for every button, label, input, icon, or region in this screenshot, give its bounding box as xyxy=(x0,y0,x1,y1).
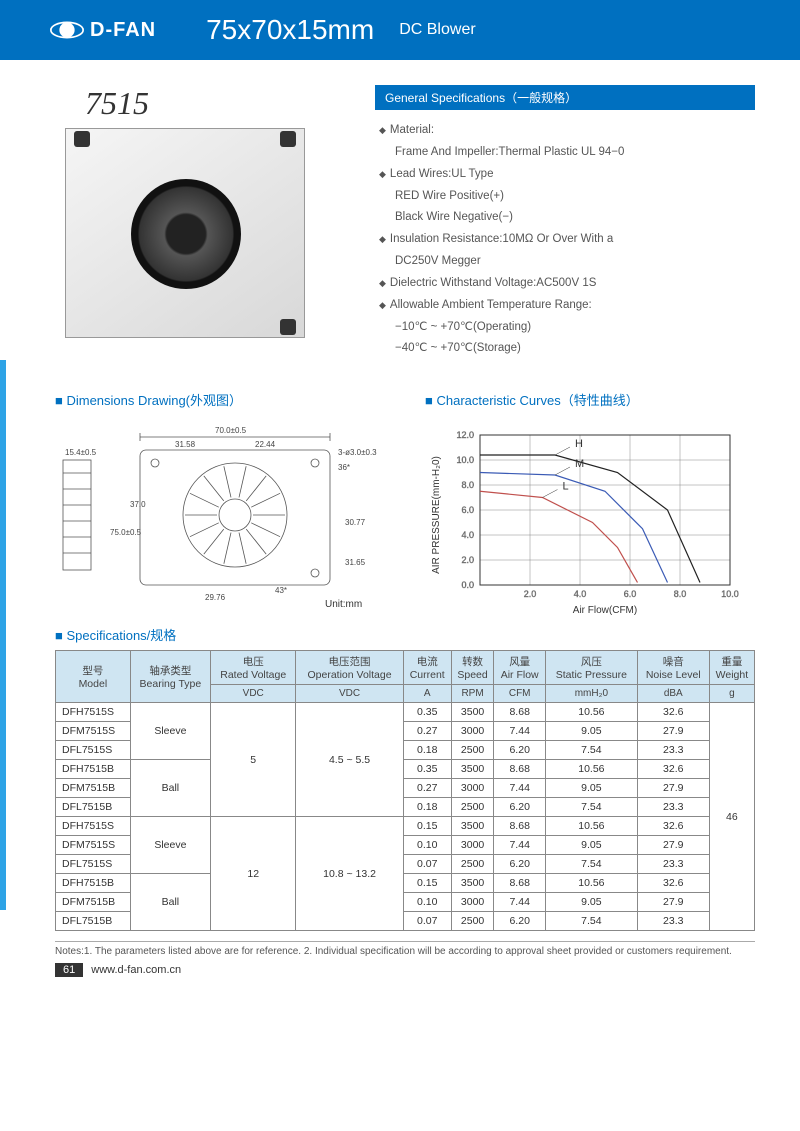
svg-text:15.4±0.5: 15.4±0.5 xyxy=(65,448,97,457)
table-header: 型号Model xyxy=(56,651,131,703)
table-unit: mmH₂0 xyxy=(546,685,638,703)
svg-text:75.0±0.5: 75.0±0.5 xyxy=(110,528,142,537)
dimensions-section-title: Dimensions Drawing(外观图） xyxy=(55,390,395,409)
table-unit: g xyxy=(709,685,754,703)
table-unit: RPM xyxy=(451,685,494,703)
table-header: 电流Current xyxy=(403,651,451,685)
svg-text:12.0: 12.0 xyxy=(456,430,474,440)
svg-text:2.0: 2.0 xyxy=(524,589,537,599)
svg-text:36*: 36* xyxy=(338,463,350,472)
dimensions-drawing: 70.0±0.5 31.58 22.44 3-ø3.0±0.3 36* 15.4±0.5 3… xyxy=(55,415,395,610)
svg-text:10.0: 10.0 xyxy=(721,589,739,599)
table-header: 转数Speed xyxy=(451,651,494,685)
svg-text:31.65: 31.65 xyxy=(345,558,366,567)
svg-text:M: M xyxy=(575,458,584,470)
table-header: 风量Air Flow xyxy=(494,651,546,685)
table-unit: VDC xyxy=(296,685,403,703)
svg-text:Unit:mm: Unit:mm xyxy=(325,599,362,610)
spec-item: Insulation Resistance:10MΩ Or Over With … xyxy=(379,229,755,251)
table-row: DFH7515BBall0.1535008.6810.5632.6 xyxy=(56,874,755,893)
table-header: 噪音Noise Level xyxy=(637,651,709,685)
table-header: 电压范围Operation Voltage xyxy=(296,651,403,685)
table-header: 重量Weight xyxy=(709,651,754,685)
svg-text:4.0: 4.0 xyxy=(461,530,474,540)
product-image xyxy=(65,128,305,338)
svg-text:H: H xyxy=(575,438,583,450)
spec-subitem: −10℃ ~ +70℃(Operating) xyxy=(379,317,755,339)
general-specs-title: General Specifications（一般规格） xyxy=(375,85,755,110)
spec-item: Lead Wires:UL Type xyxy=(379,164,755,186)
svg-text:70.0±0.5: 70.0±0.5 xyxy=(215,426,247,435)
curves-section-title: Characteristic Curves（特性曲线） xyxy=(425,390,755,409)
product-category: DC Blower xyxy=(399,21,475,39)
svg-text:43*: 43* xyxy=(275,586,287,595)
table-unit: A xyxy=(403,685,451,703)
table-row: DFH7515BBall0.3535008.6810.5632.6 xyxy=(56,760,755,779)
table-row: DFH7515SSleeve54.5 ~ 5.50.3535008.6810.5… xyxy=(56,703,755,722)
svg-text:3-ø3.0±0.3: 3-ø3.0±0.3 xyxy=(338,448,377,457)
svg-text:L: L xyxy=(563,481,569,493)
svg-text:4.0: 4.0 xyxy=(574,589,587,599)
product-dimensions: 75x70x15mm xyxy=(206,14,374,46)
spec-subitem: Black Wire Negative(−) xyxy=(379,207,755,229)
svg-text:AIR PRESSURE(mm-H₂0): AIR PRESSURE(mm-H₂0) xyxy=(431,456,442,574)
svg-text:6.0: 6.0 xyxy=(461,505,474,515)
notes-text: Notes:1. The parameters listed above are… xyxy=(55,941,755,957)
spec-item: Material: xyxy=(379,120,755,142)
page-header: D-FAN 75x70x15mm DC Blower xyxy=(0,0,800,60)
svg-text:29.76: 29.76 xyxy=(205,593,226,602)
table-unit: dBA xyxy=(637,685,709,703)
spec-item: Dielectric Withstand Voltage:AC500V 1S xyxy=(379,273,755,295)
model-number: 7515 xyxy=(85,85,335,122)
svg-text:37.0: 37.0 xyxy=(130,500,146,509)
svg-text:Air Flow(CFM): Air Flow(CFM) xyxy=(573,605,637,615)
svg-text:8.0: 8.0 xyxy=(674,589,687,599)
svg-text:6.0: 6.0 xyxy=(624,589,637,599)
table-unit: CFM xyxy=(494,685,546,703)
table-header: 电压Rated Voltage xyxy=(211,651,296,685)
svg-text:30.77: 30.77 xyxy=(345,518,366,527)
characteristic-curves-chart: 0.0 2.0 4.0 6.0 8.0 10.0 12.0 2.0 4.0 6.0 8.0 10.0 H… xyxy=(425,415,755,615)
table-unit: VDC xyxy=(211,685,296,703)
brand-logo: D-FAN xyxy=(50,19,156,42)
svg-text:31.58: 31.58 xyxy=(175,440,196,449)
svg-text:8.0: 8.0 xyxy=(461,480,474,490)
svg-text:0.0: 0.0 xyxy=(461,580,474,590)
table-header: 风压Static Pressure xyxy=(546,651,638,685)
general-specs-list: Material:Frame And Impeller:Thermal Plas… xyxy=(375,120,755,360)
specs-section-title: Specifications/规格 xyxy=(55,625,755,644)
svg-text:10.0: 10.0 xyxy=(456,455,474,465)
spec-subitem: Frame And Impeller:Thermal Plastic UL 94… xyxy=(379,142,755,164)
table-header: 轴承类型Bearing Type xyxy=(130,651,210,703)
page-number: 61 xyxy=(55,963,83,977)
table-row: DFH7515SSleeve1210.8 ~ 13.20.1535008.681… xyxy=(56,817,755,836)
brand-text: D-FAN xyxy=(90,19,156,42)
spec-subitem: RED Wire Positive(+) xyxy=(379,186,755,208)
svg-text:22.44: 22.44 xyxy=(255,440,276,449)
footer-url: www.d-fan.com.cn xyxy=(91,964,181,976)
logo-icon xyxy=(50,21,84,39)
page-footer: 61 www.d-fan.com.cn xyxy=(55,963,755,977)
svg-text:2.0: 2.0 xyxy=(461,555,474,565)
spec-item: Allowable Ambient Temperature Range: xyxy=(379,295,755,317)
spec-subitem: DC250V Megger xyxy=(379,251,755,273)
spec-subitem: −40℃ ~ +70℃(Storage) xyxy=(379,338,755,360)
specifications-table: 型号Model轴承类型Bearing Type电压Rated Voltage电压… xyxy=(55,650,755,931)
